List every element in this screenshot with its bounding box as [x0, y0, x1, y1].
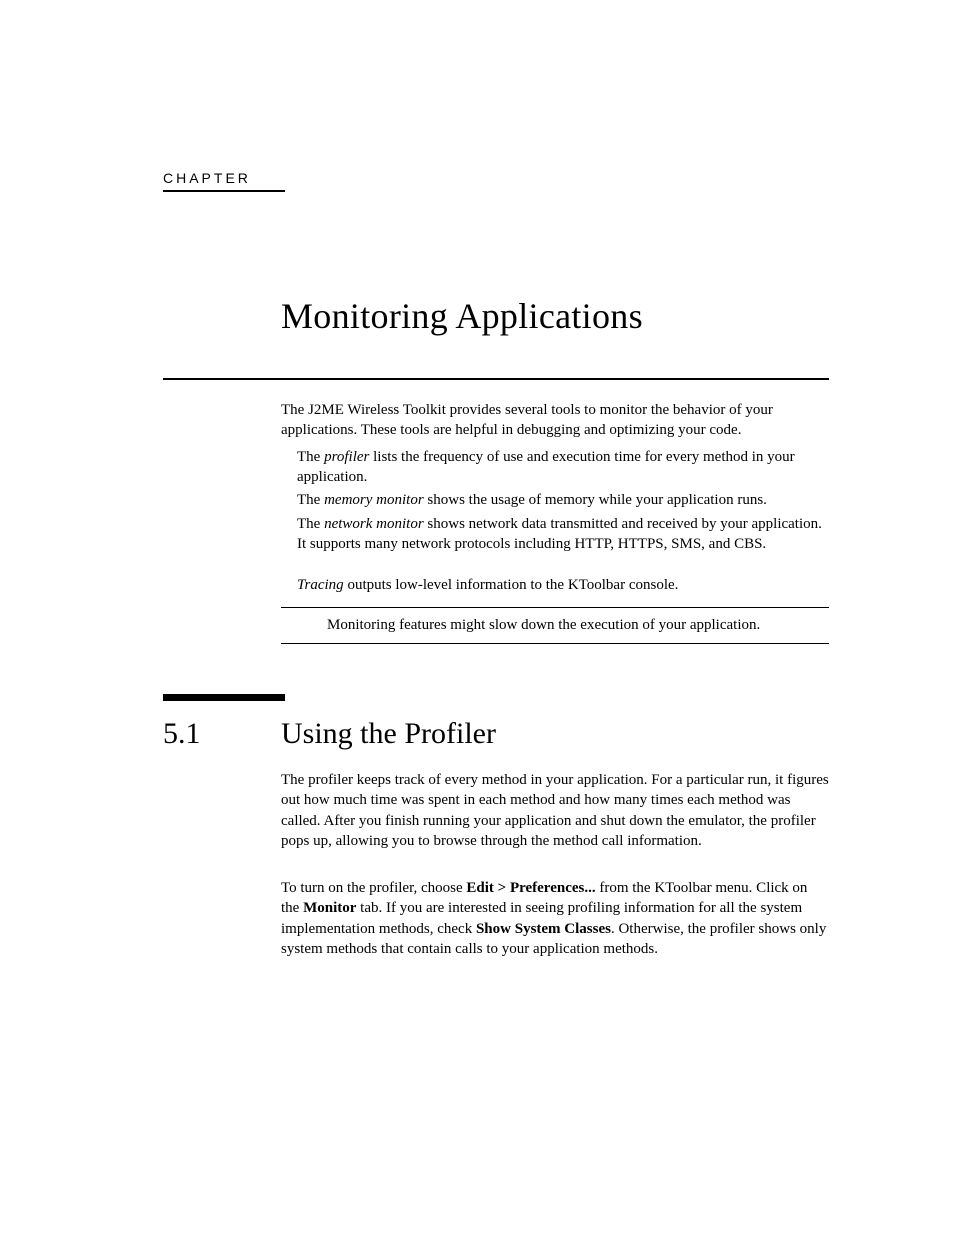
- body-paragraph-2: To turn on the profiler, choose Edit > P…: [281, 878, 829, 959]
- bullet-italic-term: memory monitor: [324, 492, 424, 508]
- bullet-rest: lists the frequency of use and execution…: [297, 449, 795, 485]
- section-number: 5.1: [163, 717, 201, 751]
- bullet-prefix: The: [297, 492, 324, 508]
- intro-paragraph: The J2ME Wireless Toolkit provides sever…: [281, 400, 829, 441]
- note-text: Monitoring features might slow down the …: [327, 617, 829, 634]
- section-bar: [163, 694, 285, 701]
- bullet-item-memory-monitor: The memory monitor shows the usage of me…: [297, 490, 829, 510]
- body-bold-menu: Edit > Preferences...: [466, 880, 595, 896]
- body-bold-checkbox: Show System Classes: [476, 921, 611, 937]
- body-text: To turn on the profiler, choose: [281, 880, 466, 896]
- bullet-item-network-monitor: The network monitor shows network data t…: [297, 514, 829, 555]
- bullet-item-tracing: Tracing outputs low-level information to…: [297, 575, 829, 595]
- chapter-title-rule: [163, 378, 829, 380]
- bullet-prefix: The: [297, 449, 324, 465]
- body-paragraph-1: The profiler keeps track of every method…: [281, 770, 829, 851]
- bullet-prefix: The: [297, 516, 324, 532]
- bullet-rest: shows the usage of memory while your app…: [424, 492, 767, 508]
- note-rule-bottom: [281, 643, 829, 644]
- bullet-italic-term: network monitor: [324, 516, 424, 532]
- document-page: CHAPTER Monitoring Applications The J2ME…: [0, 0, 954, 1235]
- bullet-item-profiler: The profiler lists the frequency of use …: [297, 447, 829, 488]
- chapter-label: CHAPTER: [163, 170, 251, 186]
- bullet-rest: outputs low-level information to the KTo…: [344, 577, 679, 593]
- body-bold-tab: Monitor: [303, 900, 356, 916]
- bullet-italic-term: Tracing: [297, 577, 344, 593]
- bullet-italic-term: profiler: [324, 449, 369, 465]
- section-title: Using the Profiler: [281, 717, 496, 751]
- note-rule-top: [281, 607, 829, 608]
- chapter-label-rule: [163, 190, 285, 192]
- chapter-title: Monitoring Applications: [281, 295, 643, 337]
